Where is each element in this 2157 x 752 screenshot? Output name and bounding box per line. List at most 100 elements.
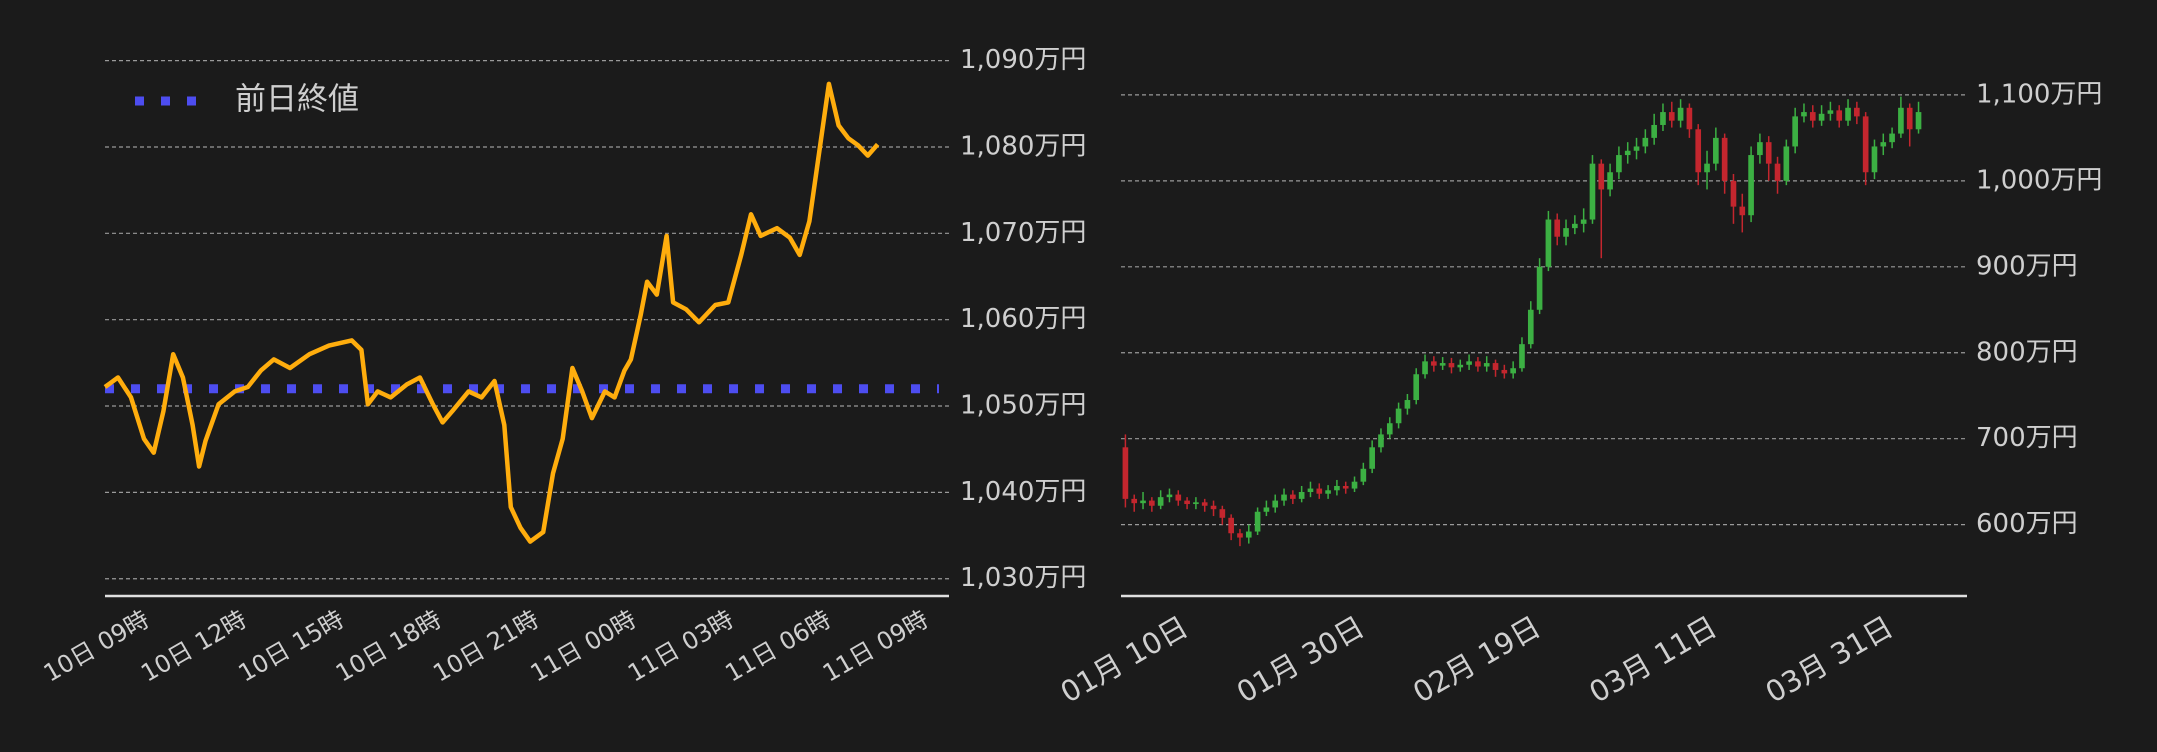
candle-body: [1616, 155, 1622, 173]
candle-body: [1721, 137, 1728, 181]
candle-body: [1378, 434, 1384, 448]
candle-body: [1730, 180, 1737, 207]
x-tick-label: 10日 12時: [136, 605, 251, 688]
candle-body: [1765, 142, 1772, 164]
candle-body: [1325, 490, 1331, 494]
candle-body: [1809, 112, 1816, 121]
candle-body: [1915, 112, 1922, 130]
candle-body: [1554, 219, 1561, 237]
y-tick-label: 1,070万円: [960, 218, 1086, 248]
candle-body: [1237, 533, 1243, 538]
candle-body: [1316, 488, 1323, 494]
x-tick-label: 10日 18時: [331, 605, 446, 688]
candle-body: [1519, 344, 1525, 369]
x-tick-label: 11日 09時: [818, 605, 933, 688]
candle-body: [1245, 531, 1252, 538]
candle-body: [1713, 137, 1719, 164]
x-tick-label: 10日 09時: [39, 605, 154, 688]
y-tick-label: 1,050万円: [960, 391, 1086, 421]
candle-body: [1166, 494, 1173, 498]
candle-body: [1439, 363, 1446, 366]
y-tick-label: 1,080万円: [960, 131, 1086, 161]
y-tick-label: 900万円: [1976, 251, 2078, 281]
candle-body: [1175, 494, 1182, 501]
x-tick-label: 02月 19日: [1407, 610, 1546, 710]
candle-body: [1589, 163, 1596, 220]
candle-body: [1563, 228, 1569, 237]
candle-body: [1422, 361, 1428, 375]
candle-body: [1633, 146, 1640, 151]
candle-body: [1651, 124, 1657, 138]
candle-body: [1827, 110, 1834, 114]
candle-body: [1201, 502, 1208, 506]
candle-body: [1642, 137, 1649, 147]
x-tick-label: 01月 10日: [1055, 610, 1194, 710]
y-tick-label: 1,030万円: [960, 563, 1086, 593]
candle-body: [1898, 107, 1904, 134]
candle-body: [1290, 494, 1296, 499]
candle-body: [1413, 374, 1420, 401]
candle-body: [1704, 163, 1710, 173]
x-tick-label: 11日 06時: [721, 605, 836, 688]
candle-body: [1624, 150, 1631, 156]
candle-body: [1386, 423, 1393, 435]
y-tick-label: 800万円: [1976, 337, 2078, 367]
x-tick-label: 11日 00時: [526, 605, 641, 688]
candle-body: [1492, 363, 1499, 370]
candle-body: [1580, 219, 1587, 224]
candle-body: [1607, 172, 1613, 190]
candle-body: [1351, 481, 1358, 489]
candle-body: [1818, 113, 1825, 121]
candle-body: [1483, 363, 1490, 367]
x-tick-label: 10日 15時: [234, 605, 349, 688]
y-tick-label: 600万円: [1976, 509, 2078, 539]
candle-body: [1501, 369, 1508, 374]
candle-body: [1889, 133, 1895, 143]
y-tick-label: 1,000万円: [1976, 165, 2102, 195]
candle-body: [1475, 361, 1481, 367]
candle-body: [1545, 219, 1552, 267]
candle-body: [1342, 485, 1349, 489]
candle-body: [1272, 500, 1279, 508]
candle-body: [1660, 112, 1666, 125]
candle-body: [1228, 517, 1234, 534]
candle-body: [1360, 468, 1367, 482]
candle-body: [1131, 498, 1138, 504]
candle-body: [1122, 447, 1129, 499]
candle-body: [1792, 116, 1798, 147]
candle-body: [1854, 107, 1860, 117]
candle-body: [1871, 146, 1878, 173]
candle-body: [1748, 155, 1754, 216]
candle-body: [1536, 266, 1543, 310]
candle-body: [1263, 507, 1270, 512]
candle-body: [1739, 206, 1746, 216]
candle-body: [1572, 223, 1578, 229]
candle-body: [1369, 447, 1375, 469]
x-tick-label: 11日 03時: [623, 605, 738, 688]
candle-body: [1598, 163, 1605, 190]
candle-body: [1140, 500, 1146, 504]
y-tick-label: 1,040万円: [960, 477, 1086, 507]
candle-body: [1395, 408, 1402, 424]
price-line: [103, 81, 880, 544]
candle-body: [1404, 400, 1411, 409]
candle-body: [1668, 112, 1675, 121]
x-tick-label: 03月 11日: [1583, 610, 1722, 710]
candle-body: [1906, 107, 1913, 130]
candle-body: [1836, 110, 1843, 121]
candle-body: [1757, 142, 1763, 156]
candle-body: [1157, 497, 1164, 506]
candle-body: [1695, 129, 1702, 173]
legend-label: 前日終値: [235, 82, 359, 118]
candle-body: [1184, 500, 1190, 505]
candle-body: [1281, 494, 1287, 501]
candle-body: [1307, 488, 1314, 492]
candle-body: [1774, 163, 1781, 181]
candle-body: [1219, 509, 1226, 518]
candle-body: [1431, 361, 1437, 366]
x-tick-label: 03月 31日: [1760, 610, 1899, 710]
candle-body: [1686, 107, 1693, 130]
candle-body: [1457, 364, 1464, 368]
